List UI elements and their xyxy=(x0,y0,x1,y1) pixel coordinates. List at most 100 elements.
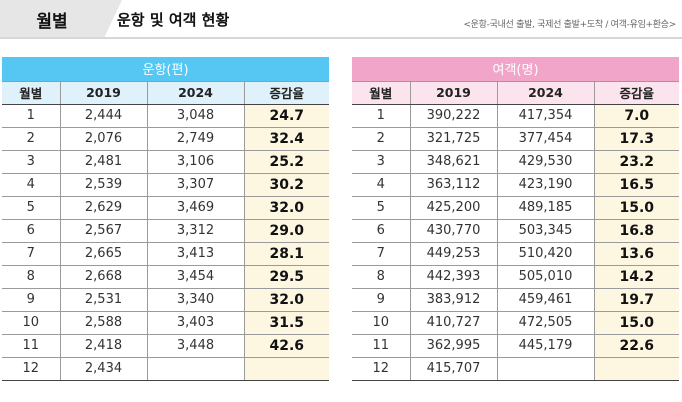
growth-rate-cell: 7.0 xyxy=(593,104,680,128)
growth-rate-cell: 22.6 xyxy=(593,334,680,358)
value-cell: 383,912 xyxy=(409,288,497,312)
month-cell: 11 xyxy=(2,334,60,358)
value-cell: 505,010 xyxy=(496,265,594,289)
table-row: 2 2,076 2,749 32.4 xyxy=(2,127,330,151)
table-row: 6 430,770 503,345 16.8 xyxy=(352,219,680,243)
growth-rate-cell: 23.2 xyxy=(593,150,680,174)
growth-rate-cell: 16.8 xyxy=(593,219,680,243)
value-cell: 449,253 xyxy=(409,242,497,266)
month-cell: 8 xyxy=(352,265,410,289)
value-cell: 430,770 xyxy=(409,219,497,243)
value-cell: 2,749 xyxy=(146,127,244,151)
month-cell: 6 xyxy=(2,219,60,243)
header-divider xyxy=(0,37,682,39)
column-header: 월별 xyxy=(2,81,60,105)
month-cell: 11 xyxy=(352,334,410,358)
growth-rate-cell: 15.0 xyxy=(593,196,680,220)
table-row: 6 2,567 3,312 29.0 xyxy=(2,219,330,243)
value-cell: 2,076 xyxy=(59,127,147,151)
value-cell: 410,727 xyxy=(409,311,497,335)
table-row: 8 2,668 3,454 29.5 xyxy=(2,265,330,289)
column-header: 증감율 xyxy=(243,81,330,105)
value-cell: 3,340 xyxy=(146,288,244,312)
value-cell: 3,448 xyxy=(146,334,244,358)
month-cell: 8 xyxy=(2,265,60,289)
table-row: 8 442,393 505,010 14.2 xyxy=(352,265,680,289)
table-row: 5 425,200 489,185 15.0 xyxy=(352,196,680,220)
column-header: 2019 xyxy=(409,81,497,105)
value-cell: 3,413 xyxy=(146,242,244,266)
value-cell: 2,434 xyxy=(59,357,147,381)
value-cell: 2,629 xyxy=(59,196,147,220)
month-cell: 7 xyxy=(352,242,410,266)
table-row: 7 449,253 510,420 13.6 xyxy=(352,242,680,266)
value-cell xyxy=(496,357,594,381)
section-tab: 월별 xyxy=(0,0,122,38)
table-row: 5 2,629 3,469 32.0 xyxy=(2,196,330,220)
table-row: 3 2,481 3,106 25.2 xyxy=(2,150,330,174)
value-cell: 415,707 xyxy=(409,357,497,381)
value-cell: 2,668 xyxy=(59,265,147,289)
table-row: 1 390,222 417,354 7.0 xyxy=(352,104,680,128)
flights-table: 운항(편) 월별 2019 2024 증감율 1 2,444 3,048 24.7 2 2,07… xyxy=(2,57,330,381)
month-cell: 10 xyxy=(352,311,410,335)
value-cell: 2,588 xyxy=(59,311,147,335)
value-cell: 417,354 xyxy=(496,104,594,128)
growth-rate-cell: 29.5 xyxy=(243,265,330,289)
value-cell: 362,995 xyxy=(409,334,497,358)
value-cell: 2,444 xyxy=(59,104,147,128)
growth-rate-cell xyxy=(593,357,680,381)
value-cell: 3,469 xyxy=(146,196,244,220)
growth-rate-cell: 32.0 xyxy=(243,288,330,312)
column-header: 2024 xyxy=(496,81,594,105)
passengers-table: 여객(명) 월별 2019 2024 증감율 1 390,222 417,354 7.0 2 3… xyxy=(352,57,680,381)
table-row: 11 2,418 3,448 42.6 xyxy=(2,334,330,358)
table-row: 12 2,434 xyxy=(2,357,330,381)
value-cell: 3,307 xyxy=(146,173,244,197)
value-cell: 472,505 xyxy=(496,311,594,335)
month-cell: 1 xyxy=(352,104,410,128)
growth-rate-cell: 42.6 xyxy=(243,334,330,358)
page-header: 월별 운항 및 여객 현황 <운항-국내선 출발, 국제선 출발+도착 / 여객… xyxy=(0,0,682,40)
table-row: 10 410,727 472,505 15.0 xyxy=(352,311,680,335)
page-title: 운항 및 여객 현황 xyxy=(117,11,230,29)
growth-rate-cell: 17.3 xyxy=(593,127,680,151)
growth-rate-cell: 31.5 xyxy=(243,311,330,335)
value-cell: 2,539 xyxy=(59,173,147,197)
value-cell: 2,567 xyxy=(59,219,147,243)
month-cell: 7 xyxy=(2,242,60,266)
value-cell: 377,454 xyxy=(496,127,594,151)
value-cell: 489,185 xyxy=(496,196,594,220)
passengers-group-header: 여객(명) xyxy=(352,57,680,82)
table-row: 9 2,531 3,340 32.0 xyxy=(2,288,330,312)
month-cell: 10 xyxy=(2,311,60,335)
growth-rate-cell: 14.2 xyxy=(593,265,680,289)
column-header: 2019 xyxy=(59,81,147,105)
month-cell: 12 xyxy=(2,357,60,381)
growth-rate-cell: 16.5 xyxy=(593,173,680,197)
growth-rate-cell: 13.6 xyxy=(593,242,680,266)
column-header: 2024 xyxy=(146,81,244,105)
growth-rate-cell: 29.0 xyxy=(243,219,330,243)
table-row: 9 383,912 459,461 19.7 xyxy=(352,288,680,312)
value-cell: 2,481 xyxy=(59,150,147,174)
table-row: 10 2,588 3,403 31.5 xyxy=(2,311,330,335)
value-cell: 503,345 xyxy=(496,219,594,243)
growth-rate-cell: 24.7 xyxy=(243,104,330,128)
table-row: 1 2,444 3,048 24.7 xyxy=(2,104,330,128)
growth-rate-cell: 32.4 xyxy=(243,127,330,151)
growth-rate-cell: 19.7 xyxy=(593,288,680,312)
value-cell: 2,665 xyxy=(59,242,147,266)
month-cell: 12 xyxy=(352,357,410,381)
month-cell: 9 xyxy=(2,288,60,312)
growth-rate-cell: 28.1 xyxy=(243,242,330,266)
table-row: 4 2,539 3,307 30.2 xyxy=(2,173,330,197)
month-cell: 3 xyxy=(352,150,410,174)
value-cell: 363,112 xyxy=(409,173,497,197)
value-cell: 321,725 xyxy=(409,127,497,151)
value-cell: 3,454 xyxy=(146,265,244,289)
value-cell: 425,200 xyxy=(409,196,497,220)
value-cell: 423,190 xyxy=(496,173,594,197)
value-cell: 3,312 xyxy=(146,219,244,243)
value-cell: 442,393 xyxy=(409,265,497,289)
